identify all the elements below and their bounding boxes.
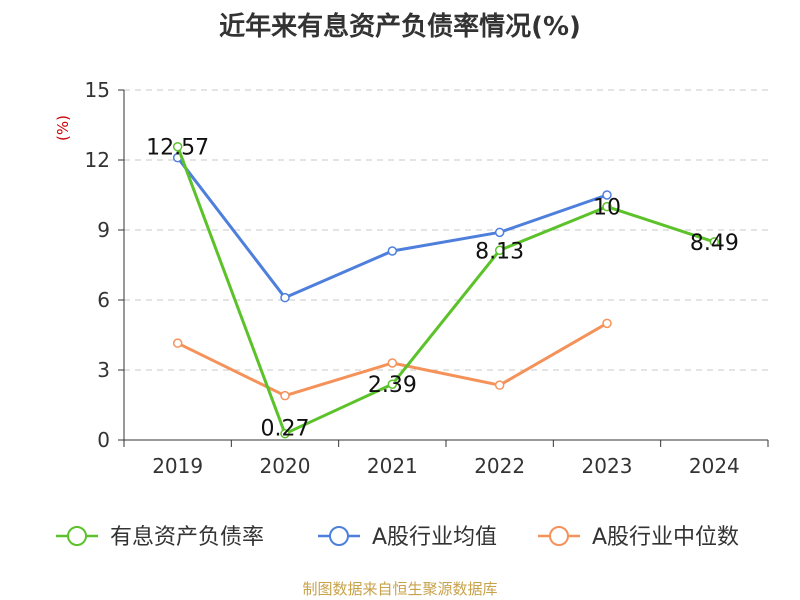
series-lines: [172, 141, 720, 439]
data-point: [602, 201, 612, 212]
x-tick-label: 2019: [152, 454, 203, 478]
data-point: [172, 141, 183, 152]
data-label: 12.57: [146, 136, 209, 161]
data-label: 2.39: [368, 373, 417, 398]
data-point: [602, 318, 612, 329]
x-tick-labels: 2019 2020 2021 2022 2023 2024: [152, 454, 740, 478]
data-label: 8.13: [475, 239, 524, 264]
data-label: 10: [593, 196, 621, 221]
legend-label: 有息资产负债率: [110, 525, 264, 550]
data-label: 8.49: [690, 231, 739, 256]
legend-item-0: 有息资产负债率: [56, 525, 264, 550]
y-tick-labels: 0 3 6 9 12 15: [85, 78, 110, 452]
x-tick-label: 2021: [367, 454, 418, 478]
series-line: [176, 146, 715, 436]
legend-item-1: A股行业均值: [318, 525, 497, 550]
legend-label: A股行业均值: [372, 525, 497, 550]
data-point: [172, 338, 183, 348]
data-point: [387, 379, 398, 389]
legend: 有息资产负债率 A股行业均值 A股行业中位数: [56, 525, 739, 550]
y-tick-label: 12: [85, 148, 110, 172]
legend-label: A股行业中位数: [592, 525, 739, 550]
legend-marker: [549, 526, 569, 546]
y-tick-label: 3: [97, 358, 110, 382]
source-note: 制图数据来自恒生聚源数据库: [302, 580, 498, 598]
data-point: [387, 358, 398, 368]
data-point: [494, 245, 505, 256]
series-line: [176, 156, 608, 300]
x-tick-label: 2020: [260, 454, 311, 478]
data-point: [280, 428, 290, 439]
y-axis-label: (%): [54, 115, 72, 141]
data-point: [387, 246, 398, 256]
data-label: 0.27: [261, 417, 310, 442]
chart-title: 近年来有息资产负债率情况(%): [219, 12, 581, 42]
y-tick-label: 9: [97, 218, 110, 242]
x-tick-label: 2022: [474, 454, 525, 478]
legend-item-2: A股行业中位数: [538, 525, 739, 550]
data-point: [602, 190, 612, 200]
x-tick-label: 2024: [689, 454, 740, 478]
axes: [118, 89, 769, 447]
y-tick-label: 15: [85, 78, 110, 102]
series-2: [172, 318, 612, 401]
series-1: [172, 152, 612, 303]
data-point: [280, 292, 290, 303]
data-point: [494, 227, 505, 238]
data-point: [280, 390, 290, 401]
y-tick-label: 0: [97, 428, 110, 452]
y-tick-label: 6: [97, 288, 110, 312]
series-0: [172, 141, 720, 439]
data-point: [494, 380, 505, 390]
data-point: [709, 237, 720, 247]
legend-marker: [67, 526, 87, 546]
gridlines: [124, 89, 768, 371]
data-labels: 12.57 0.27 2.39 8.13 10 8.49: [146, 136, 739, 442]
x-tick-label: 2023: [582, 454, 633, 478]
legend-marker: [329, 526, 349, 546]
